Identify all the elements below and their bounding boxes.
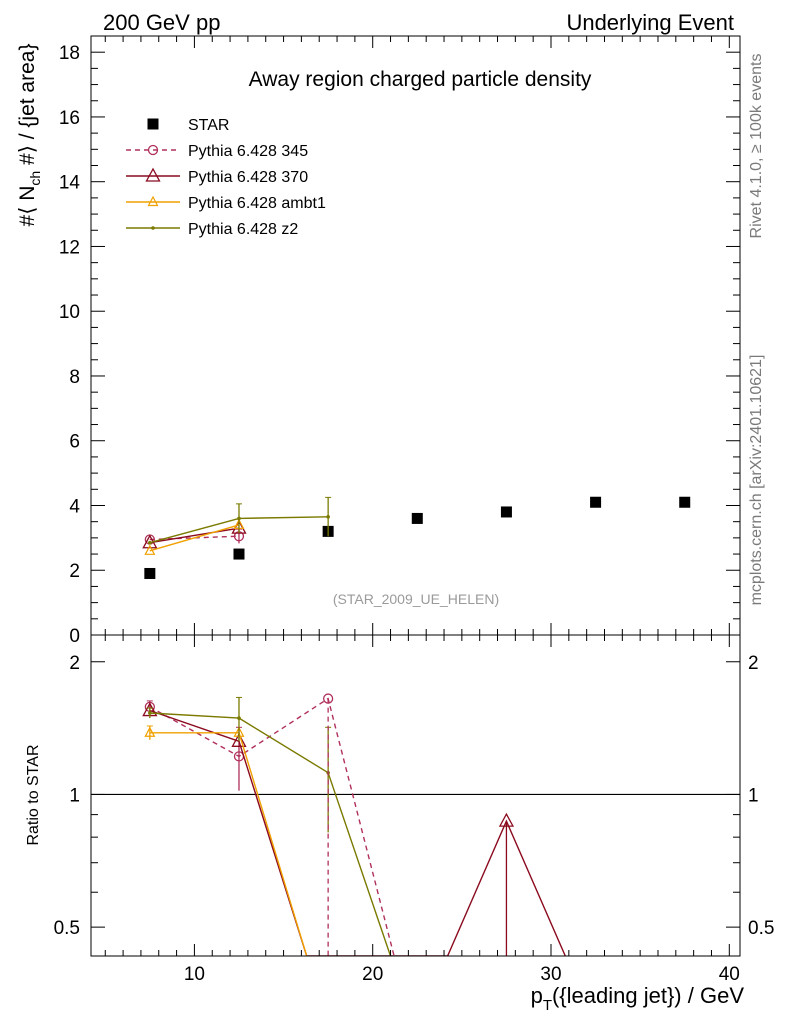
series-3-ratio-point: [144, 726, 156, 737]
y-tick-label: 4: [69, 496, 80, 517]
legend-marker-1: [147, 144, 159, 156]
ratio-y-axis-label: Ratio to STAR: [25, 744, 42, 845]
legend-label-4: Pythia 6.428 z2: [188, 221, 298, 238]
series-4-main-point: [237, 516, 241, 521]
legend-label-1: Pythia 6.428 345: [188, 143, 308, 160]
y-tick-label: 16: [59, 108, 80, 129]
chart-title: Away region charged particle density: [249, 68, 592, 91]
series-4-main-point: [326, 515, 330, 519]
series-1-ratio-line: [149, 697, 395, 956]
legend-label-3: Pythia 6.428 ambt1: [188, 195, 326, 212]
y-tick-label: 14: [59, 173, 81, 194]
x-tick-label: 30: [540, 964, 561, 985]
series-4-main-point: [148, 540, 152, 545]
y-tick-label: 0: [69, 626, 80, 647]
series-3-main-point: [144, 544, 156, 555]
y-tick-label: 2: [69, 561, 80, 582]
analysis-tag: (STAR_2009_UE_HELEN): [333, 591, 499, 607]
legend-marker-0: [147, 118, 159, 130]
ratio-tick-label: 1: [69, 785, 80, 806]
series-2-ratio-line: [149, 709, 566, 956]
x-tick-label: 20: [362, 964, 383, 985]
x-axis-label: pT({leading jet}) / GeV: [531, 983, 745, 1014]
legend-marker-2: [145, 167, 161, 182]
y-tick-label: 18: [59, 43, 80, 64]
series-2-main-line: [149, 527, 240, 544]
ratio-tick-label: 2: [69, 653, 80, 674]
ratio-tick-label-right: 0.5: [748, 918, 774, 939]
star-data-point: [411, 512, 423, 524]
series-2-ratio-point: [231, 732, 247, 747]
header-right: Underlying Event: [566, 10, 734, 35]
ratio-plot-frame: [90, 634, 741, 957]
x-tick-label: 10: [184, 964, 205, 985]
x-tick-label: 40: [719, 964, 740, 985]
star-data-point: [144, 567, 156, 579]
series-4-ratio-line: [149, 712, 392, 956]
ratio-tick-label-right: 1: [748, 785, 759, 806]
y-tick-label: 6: [69, 432, 80, 453]
header-left: 200 GeV pp: [103, 10, 220, 35]
series-3-main-line: [149, 524, 240, 552]
y-tick-label: 10: [59, 302, 80, 323]
y-tick-label: 8: [69, 367, 80, 388]
mcplots-label: mcplots.cern.ch [arXiv:2401.10621]: [748, 355, 765, 606]
series-4-ratio-point: [237, 716, 241, 720]
series-3-ratio-line: [149, 732, 308, 956]
ratio-tick-label: 0.5: [54, 918, 80, 939]
series-4-ratio-point: [148, 711, 152, 715]
ratio-tick-label-right: 2: [748, 653, 759, 674]
legend-marker-3: [147, 195, 159, 207]
star-data-point: [500, 506, 512, 518]
rivet-label: Rivet 4.1.0, ≥ 100k events: [748, 54, 765, 239]
legend-label-0: STAR: [188, 117, 229, 134]
star-data-point: [679, 496, 691, 508]
star-data-point: [233, 548, 245, 560]
legend-marker-4: [151, 226, 155, 230]
y-axis-label: #⟨ Nch #⟩ / {jet area}: [16, 44, 43, 227]
legend-label-2: Pythia 6.428 370: [188, 169, 308, 186]
star-data-point: [590, 496, 602, 508]
series-1-main-line: [149, 535, 240, 541]
y-tick-label: 12: [59, 237, 80, 258]
